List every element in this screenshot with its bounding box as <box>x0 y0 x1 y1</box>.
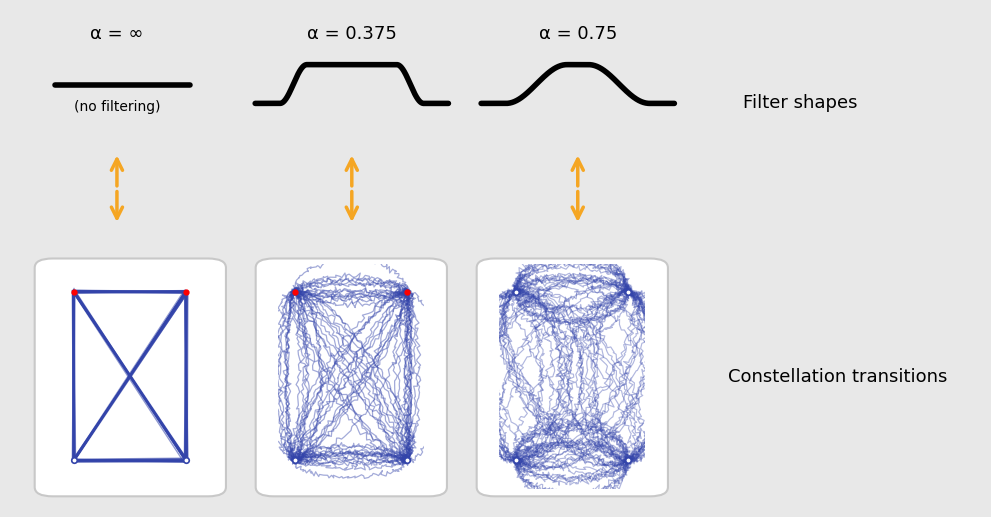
Text: Filter shapes: Filter shapes <box>743 95 858 112</box>
Text: (no filtering): (no filtering) <box>73 100 161 114</box>
Text: Constellation transitions: Constellation transitions <box>728 369 947 386</box>
FancyBboxPatch shape <box>477 258 668 496</box>
Text: α = 0.75: α = 0.75 <box>538 25 617 42</box>
Text: α = ∞: α = ∞ <box>90 25 144 42</box>
FancyBboxPatch shape <box>256 258 447 496</box>
Text: α = 0.375: α = 0.375 <box>307 25 396 42</box>
FancyBboxPatch shape <box>35 258 226 496</box>
